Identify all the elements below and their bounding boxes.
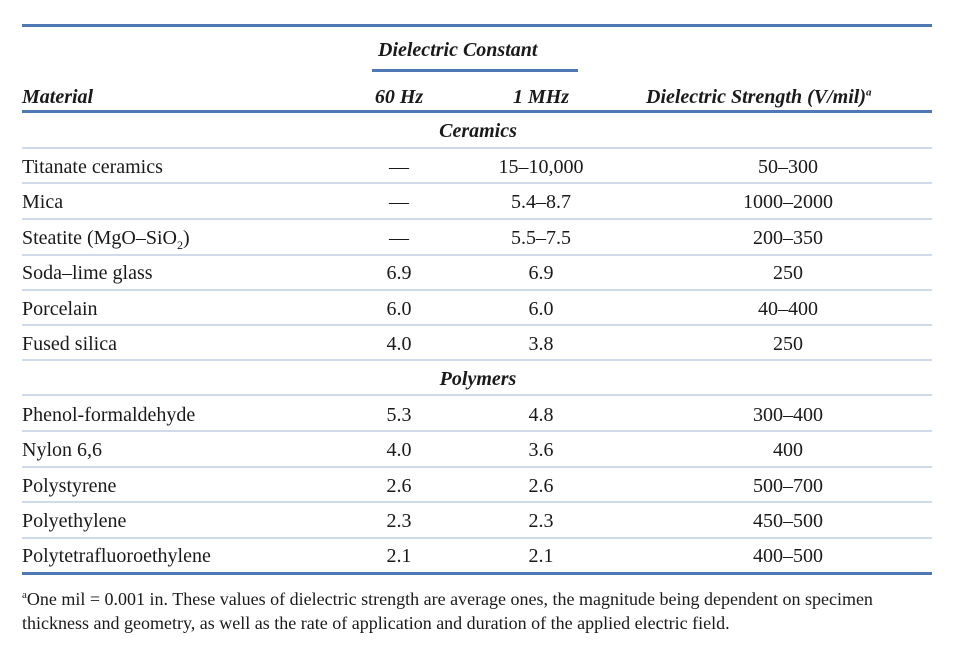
- cell-1mhz: 2.6: [528, 475, 554, 497]
- header-bottom-rule: [22, 110, 932, 113]
- row-divider: [22, 147, 932, 149]
- header-dielectric-constant: Dielectric Constant: [378, 39, 538, 61]
- cell-strength: 250: [773, 333, 803, 355]
- table-row: Titanate ceramics — 15–10,000 50–300: [0, 155, 956, 179]
- cell-strength: 50–300: [758, 156, 818, 178]
- cell-60hz: 5.3: [386, 404, 412, 426]
- header-60hz: 60 Hz: [374, 86, 424, 108]
- table-row: Phenol-formaldehyde 5.3 4.8 300–400: [0, 403, 956, 427]
- table-row: Mica — 5.4–8.7 1000–2000: [0, 190, 956, 214]
- cell-1mhz: 6.9: [528, 262, 554, 284]
- cell-material-subscript: 2: [177, 238, 183, 252]
- cell-60hz: 6.0: [386, 298, 412, 320]
- table-row: Steatite (MgO–SiO2) — 5.5–7.5 200–350: [0, 226, 956, 252]
- cell-1mhz: 3.8: [528, 333, 554, 355]
- cell-strength: 400: [773, 439, 803, 461]
- row-divider: [22, 182, 932, 184]
- cell-60hz: —: [389, 191, 409, 213]
- cell-strength: 400–500: [753, 545, 823, 567]
- cell-material: Polystyrene: [22, 475, 117, 497]
- table-row: Soda–lime glass 6.9 6.9 250: [0, 261, 956, 285]
- cell-material: Titanate ceramics: [22, 156, 163, 178]
- footnote-mark: a: [22, 589, 27, 601]
- cell-material-tail: ): [183, 227, 190, 249]
- cell-material: Phenol-formaldehyde: [22, 404, 196, 426]
- header-1mhz: 1 MHz: [512, 86, 570, 108]
- row-divider: [22, 254, 932, 256]
- cell-material: Mica: [22, 191, 64, 213]
- section-polymers-label: Polymers: [439, 368, 517, 390]
- cell-60hz: 2.3: [386, 510, 412, 532]
- cell-strength: 200–350: [753, 227, 823, 249]
- row-divider: [22, 394, 932, 396]
- table-row: Fused silica 4.0 3.8 250: [0, 332, 956, 356]
- cell-material: Steatite (MgO–SiO2): [22, 226, 190, 252]
- header-material: Material: [22, 86, 94, 108]
- cell-material: Polyethylene: [22, 510, 127, 532]
- cell-1mhz: 2.3: [528, 510, 554, 532]
- table-row: Polyethylene 2.3 2.3 450–500: [0, 509, 956, 533]
- cell-60hz: 2.6: [386, 475, 412, 497]
- footnote-mark: a: [866, 86, 872, 99]
- cell-material: Polytetrafluoroethylene: [22, 545, 211, 567]
- cell-strength: 40–400: [758, 298, 818, 320]
- cell-1mhz: 5.5–7.5: [511, 227, 571, 249]
- cell-1mhz: 5.4–8.7: [511, 191, 571, 213]
- cell-1mhz: 15–10,000: [498, 156, 584, 178]
- cell-1mhz: 2.1: [528, 545, 554, 567]
- cell-60hz: —: [389, 227, 409, 249]
- cell-60hz: 6.9: [386, 262, 412, 284]
- row-divider: [22, 466, 932, 468]
- footnote-text: One mil = 0.001 in. These values of diel…: [22, 589, 873, 633]
- table-row: Porcelain 6.0 6.0 40–400: [0, 297, 956, 321]
- table-bottom-rule: [22, 572, 932, 575]
- table-row: Nylon 6,6 4.0 3.6 400: [0, 438, 956, 462]
- cell-strength: 450–500: [753, 510, 823, 532]
- cell-strength: 250: [773, 262, 803, 284]
- cell-material: Nylon 6,6: [22, 439, 102, 461]
- header-dielectric-strength-label: Dielectric Strength (V/mil): [646, 86, 866, 108]
- cell-strength: 300–400: [753, 404, 823, 426]
- table-footnote: aOne mil = 0.001 in. These values of die…: [22, 587, 942, 635]
- cell-material-main: Steatite (MgO–SiO: [22, 227, 177, 249]
- cell-60hz: 4.0: [386, 439, 412, 461]
- cell-60hz: —: [389, 156, 409, 178]
- row-divider: [22, 537, 932, 539]
- table-row: Polystyrene 2.6 2.6 500–700: [0, 474, 956, 498]
- section-ceramics-label: Ceramics: [439, 120, 517, 142]
- header-dielectric-strength: Dielectric Strength (V/mil)a: [646, 85, 872, 109]
- cell-strength: 1000–2000: [743, 191, 833, 213]
- row-divider: [22, 324, 932, 326]
- dielectric-constant-underline: [372, 69, 578, 72]
- top-rule: [22, 24, 932, 27]
- row-divider: [22, 359, 932, 361]
- row-divider: [22, 430, 932, 432]
- row-divider: [22, 218, 932, 220]
- cell-1mhz: 3.6: [528, 439, 554, 461]
- row-divider: [22, 501, 932, 503]
- cell-60hz: 4.0: [386, 333, 412, 355]
- cell-strength: 500–700: [753, 475, 823, 497]
- cell-material: Soda–lime glass: [22, 262, 153, 284]
- cell-1mhz: 4.8: [528, 404, 554, 426]
- cell-material: Porcelain: [22, 298, 98, 320]
- row-divider: [22, 289, 932, 291]
- cell-1mhz: 6.0: [528, 298, 554, 320]
- cell-60hz: 2.1: [386, 545, 412, 567]
- table-row: Polytetrafluoroethylene 2.1 2.1 400–500: [0, 544, 956, 568]
- cell-material: Fused silica: [22, 333, 117, 355]
